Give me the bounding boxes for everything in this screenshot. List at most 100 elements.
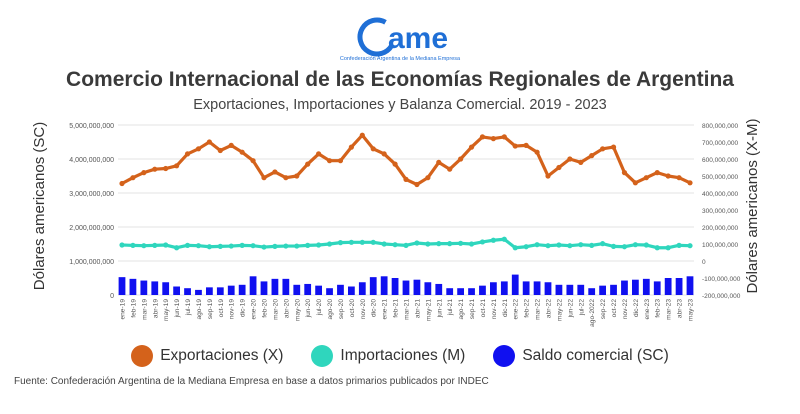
x-tick-label: dic-21 <box>502 299 509 317</box>
x-tick-label: abr-21 <box>414 299 421 318</box>
exports-point <box>436 159 442 165</box>
exports-point <box>468 144 475 150</box>
balance-bar <box>358 282 366 295</box>
y-tick-label: 1,000,000,000 <box>69 259 114 266</box>
balance-bar <box>260 281 268 295</box>
legend-item-exports: Exportaciones (X) <box>131 345 283 367</box>
y2-tick-label: 0 <box>702 259 706 266</box>
x-tick-label: jul-21 <box>447 299 454 316</box>
imports-point <box>163 242 169 248</box>
balance-bar <box>522 281 530 295</box>
came-logo: ame Confederación Argentina de la Median… <box>0 10 800 66</box>
imports-point <box>534 242 540 248</box>
x-tick-label: ago-19 <box>196 299 203 320</box>
exports-point <box>589 153 595 159</box>
right-axis: -200,000,000 -100,000,000 0 100,000,000 200,… <box>702 123 741 300</box>
exports-point <box>283 175 289 181</box>
y2-tick-label: -100,000,000 <box>702 276 741 283</box>
imports-point <box>512 245 518 251</box>
balance-bar <box>664 278 672 295</box>
x-tick-label: may-22 <box>556 299 563 321</box>
balance-bar <box>249 276 257 295</box>
exports-point <box>392 161 398 167</box>
balance-bar <box>271 278 279 295</box>
x-tick-label: feb-20 <box>262 299 269 318</box>
imports-point <box>130 242 136 248</box>
exports-point <box>534 149 540 155</box>
x-tick-label: ene-19 <box>120 299 127 320</box>
x-tick-label: jul-19 <box>185 299 192 316</box>
imports-point <box>119 242 125 248</box>
y-tick-label: 2,000,000,000 <box>69 225 114 232</box>
x-tick-label: nov-19 <box>229 299 236 319</box>
exports-point <box>250 158 256 164</box>
y2-tick-label: 100,000,000 <box>702 242 739 249</box>
legend-item-balance: Saldo comercial (SC) <box>493 345 669 367</box>
imports-point <box>589 242 595 248</box>
y-tick-label: 3,000,000,000 <box>69 191 114 198</box>
x-tick-label: feb-23 <box>655 299 662 318</box>
x-tick-label: oct-19 <box>218 299 225 318</box>
exports-point <box>523 142 529 148</box>
balance-bar <box>413 279 421 295</box>
legend-label-imports: Importaciones (M) <box>340 347 466 364</box>
exports-point <box>654 170 660 176</box>
balance-bar <box>544 282 552 295</box>
chart-legend: Exportaciones (X) Importaciones (M) Sald… <box>0 344 800 368</box>
balance-bar <box>599 285 607 295</box>
x-tick-label: oct-22 <box>611 299 618 318</box>
legend-label-exports: Exportaciones (X) <box>160 347 284 364</box>
balance-bar <box>337 284 344 295</box>
exports-point <box>174 163 180 169</box>
balance-bar <box>380 276 388 295</box>
balance-bar <box>686 276 694 295</box>
x-tick-label: may-23 <box>688 299 695 321</box>
x-tick-label: jul-20 <box>316 299 323 316</box>
x-tick-label: feb-19 <box>130 299 137 318</box>
exports-point <box>163 165 169 172</box>
y2-tick-label: 200,000,000 <box>702 225 739 232</box>
imports-point <box>545 243 551 249</box>
imports-point <box>643 242 649 248</box>
exports-point <box>414 181 420 188</box>
balance-bar <box>675 278 683 295</box>
x-tick-label: oct-21 <box>480 299 487 318</box>
x-tick-label: ago-2022 <box>589 299 596 327</box>
exports-point <box>152 166 158 172</box>
exports-point <box>348 144 354 150</box>
imports-point <box>228 243 234 249</box>
balance-bar <box>446 288 454 295</box>
balance-bar <box>282 278 290 295</box>
legend-swatch-balance <box>493 345 516 367</box>
balance-bar <box>489 282 497 295</box>
imports-point <box>468 241 475 247</box>
x-axis: ene-19 feb-19 mar-19 abr-19 may-19 jun-19 jul-… <box>120 299 695 327</box>
imports-point <box>174 245 180 251</box>
exports-point <box>425 175 431 181</box>
balance-bar <box>293 284 301 295</box>
balance-bar <box>457 288 465 295</box>
exports-point <box>578 159 584 165</box>
y2-tick-label: -200,000,000 <box>702 293 741 300</box>
balance-bar <box>631 279 639 295</box>
exports-point <box>316 151 322 157</box>
x-tick-label: jun-22 <box>567 299 574 319</box>
imports-point <box>152 242 158 248</box>
chart-subtitle: Exportaciones, Importaciones y Balanza C… <box>193 97 607 113</box>
exports-point <box>228 142 234 148</box>
balance-bars <box>118 274 694 295</box>
y2-tick-label: 600,000,000 <box>702 157 739 164</box>
x-tick-label: nov-22 <box>622 299 629 319</box>
balance-bar <box>195 289 202 295</box>
series-lines <box>119 132 693 251</box>
exports-point <box>272 169 278 175</box>
x-tick-label: jun-20 <box>305 299 312 319</box>
exports-point <box>643 175 649 181</box>
balance-bar <box>140 280 148 295</box>
exports-point <box>195 146 202 152</box>
exports-point <box>600 146 606 152</box>
x-tick-label: mar-21 <box>404 299 411 320</box>
imports-point <box>621 244 628 250</box>
x-tick-label: abr-19 <box>152 299 159 318</box>
exports-point <box>676 175 682 181</box>
